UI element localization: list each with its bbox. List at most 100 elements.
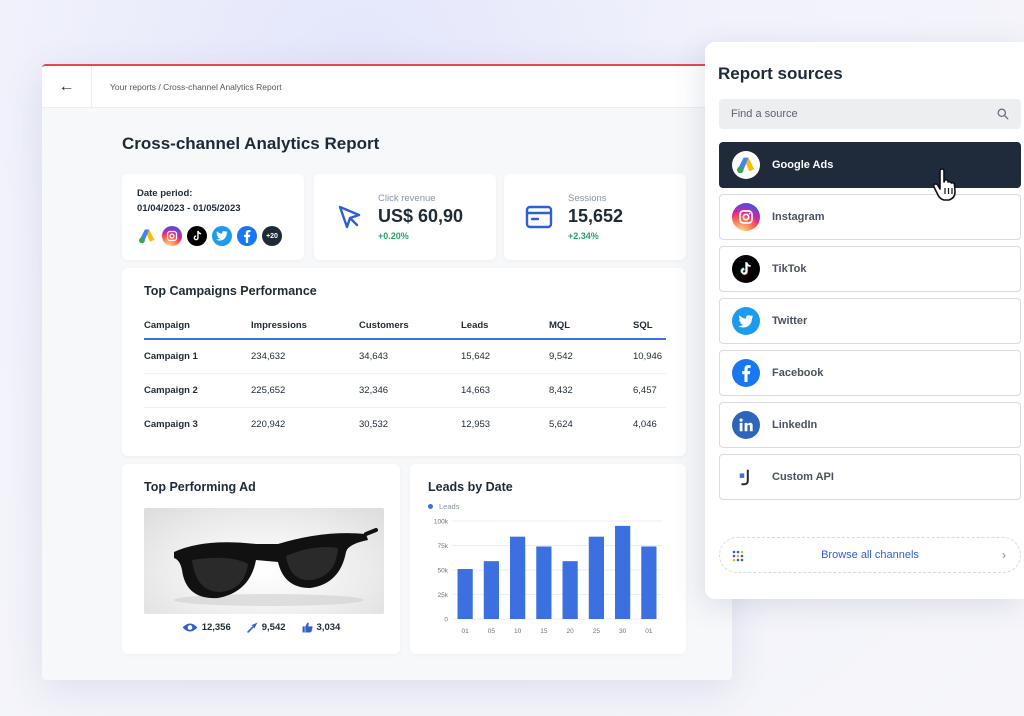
- table-cell: 220,942: [251, 419, 286, 430]
- sessions-card: Sessions 15,652 +2.34%: [504, 174, 686, 260]
- sunglasses-image: [174, 528, 378, 606]
- google-ads-icon: [137, 226, 157, 246]
- browser-window-icon: [525, 205, 553, 229]
- chart-bar[interactable]: [615, 525, 631, 619]
- table-row[interactable]: Campaign 1 234,632 34,643 15,642 9,542 1…: [144, 339, 666, 374]
- y-tick-label: 25k: [438, 592, 449, 599]
- click-revenue-card: Click revenue US$ 60,90 +0.20%: [314, 174, 496, 260]
- source-item-label: Google Ads: [772, 159, 834, 171]
- source-item-tiktok[interactable]: TikTok: [719, 246, 1021, 292]
- table-cell: 9,542: [549, 339, 633, 374]
- source-item-label: Instagram: [772, 211, 825, 223]
- chart-bar[interactable]: [562, 561, 578, 619]
- ad-clicks-stat: 9,542: [247, 622, 286, 633]
- table-cell: Campaign 3: [144, 419, 198, 430]
- x-tick-label: 01: [462, 628, 470, 635]
- search-icon[interactable]: [997, 108, 1009, 120]
- twitter-icon: [212, 226, 232, 246]
- chart-bar[interactable]: [588, 536, 604, 619]
- ad-clicks-value: 9,542: [261, 622, 286, 633]
- source-item-label: LinkedIn: [772, 419, 818, 431]
- report-topbar: ← Your reports / Cross-channel Analytics…: [42, 66, 732, 108]
- table-cell: 32,346: [359, 373, 461, 408]
- more-channels-badge[interactable]: +20: [262, 226, 282, 246]
- y-tick-label: 100k: [434, 519, 449, 526]
- sessions-delta: +2.34%: [568, 231, 599, 241]
- source-list: Google Ads Instagram TikTok Twitter Face…: [719, 142, 1021, 500]
- report-window: ← Your reports / Cross-channel Analytics…: [42, 64, 732, 680]
- channel-icons: +20: [137, 226, 289, 246]
- source-item-label: Facebook: [772, 367, 824, 379]
- table-cell: 15,642: [461, 339, 549, 374]
- date-period-label: Date period:: [137, 188, 193, 199]
- report-sources-panel: Report sources Google Ads Instagram TikT…: [705, 42, 1024, 599]
- back-button[interactable]: ←: [42, 66, 92, 108]
- ad-likes-stat: 3,034: [302, 622, 341, 633]
- chart-bar[interactable]: [483, 561, 499, 619]
- x-tick-label: 25: [593, 628, 601, 635]
- table-cell: 12,953: [461, 419, 491, 430]
- chart-bar[interactable]: [536, 546, 552, 619]
- click-revenue-label: Click revenue: [378, 193, 436, 204]
- custom-api-icon: [732, 463, 760, 491]
- ad-image-sunglasses[interactable]: [144, 508, 384, 614]
- table-cell: 234,632: [251, 339, 359, 374]
- sessions-value: 15,652: [568, 206, 624, 226]
- campaigns-table: Campaign Impressions Customers Leads MQL…: [144, 312, 666, 441]
- back-arrow-icon: ←: [58, 77, 75, 95]
- chart-bar[interactable]: [641, 546, 657, 619]
- instagram-icon: [732, 203, 760, 231]
- x-tick-label: 15: [540, 628, 548, 635]
- source-item-instagram[interactable]: Instagram: [719, 194, 1021, 240]
- y-tick-label: 75k: [438, 543, 449, 550]
- table-cell: 4,046: [633, 419, 657, 430]
- source-item-twitter[interactable]: Twitter: [719, 298, 1021, 344]
- table-row[interactable]: Campaign 2 225,652 32,346 14,663 8,432 6…: [144, 373, 666, 408]
- browse-all-channels-label: Browse all channels: [821, 549, 919, 561]
- column-header[interactable]: SQL: [633, 312, 666, 340]
- column-header[interactable]: Impressions: [251, 312, 359, 340]
- table-cell: 225,652: [251, 373, 359, 408]
- ad-views-value: 12,356: [201, 622, 231, 633]
- breadcrumb[interactable]: Your reports / Cross-channel Analytics R…: [110, 81, 282, 92]
- send-arrow-icon: [247, 622, 258, 633]
- column-header[interactable]: MQL: [549, 312, 633, 340]
- chart-bar[interactable]: [510, 536, 526, 619]
- browse-all-channels-button[interactable]: Browse all channels ›: [719, 537, 1021, 573]
- click-revenue-delta: +0.20%: [378, 231, 409, 241]
- cursor-arrow-icon: [338, 205, 361, 229]
- source-item-facebook[interactable]: Facebook: [719, 350, 1021, 396]
- source-search-box: [719, 99, 1021, 129]
- table-row[interactable]: Campaign 3 220,942 30,532 12,953 5,624 4…: [144, 408, 666, 442]
- ad-likes-value: 3,034: [316, 622, 341, 633]
- y-tick-label: 50k: [438, 568, 449, 575]
- top-performing-ad-card: Top Performing Ad 12,356 9,542 3,034: [122, 464, 400, 654]
- grid-dots-icon: [732, 550, 744, 562]
- source-item-linkedin[interactable]: LinkedIn: [719, 402, 1021, 448]
- linkedin-icon: [732, 411, 760, 439]
- chart-bar[interactable]: [457, 569, 473, 619]
- x-tick-label: 30: [619, 628, 627, 635]
- x-tick-label: 20: [567, 628, 575, 635]
- panel-title: Report sources: [718, 64, 843, 83]
- twitter-icon: [732, 307, 760, 335]
- column-header[interactable]: Campaign: [144, 312, 251, 340]
- ad-stats: 12,356 9,542 3,034: [144, 622, 378, 633]
- column-header[interactable]: Leads: [461, 312, 549, 340]
- table-cell: 8,432: [549, 373, 633, 408]
- source-item-label: Custom API: [772, 471, 834, 483]
- date-period-value[interactable]: 01/04/2023 - 01/05/2023: [137, 203, 241, 214]
- source-item-google-ads[interactable]: Google Ads: [719, 142, 1021, 188]
- instagram-icon: [162, 226, 182, 246]
- eye-icon: [182, 623, 198, 632]
- source-item-label: TikTok: [772, 263, 807, 275]
- source-item-custom-api[interactable]: Custom API: [719, 454, 1021, 500]
- date-period-card: Date period: 01/04/2023 - 01/05/2023 +20: [122, 174, 304, 260]
- source-item-label: Twitter: [772, 315, 808, 327]
- top-ad-title: Top Performing Ad: [144, 480, 256, 494]
- column-header[interactable]: Customers: [359, 312, 461, 340]
- source-search-input[interactable]: [731, 108, 971, 120]
- table-cell: 14,663: [461, 373, 549, 408]
- thumbs-up-icon: [302, 622, 313, 633]
- facebook-icon: [732, 359, 760, 387]
